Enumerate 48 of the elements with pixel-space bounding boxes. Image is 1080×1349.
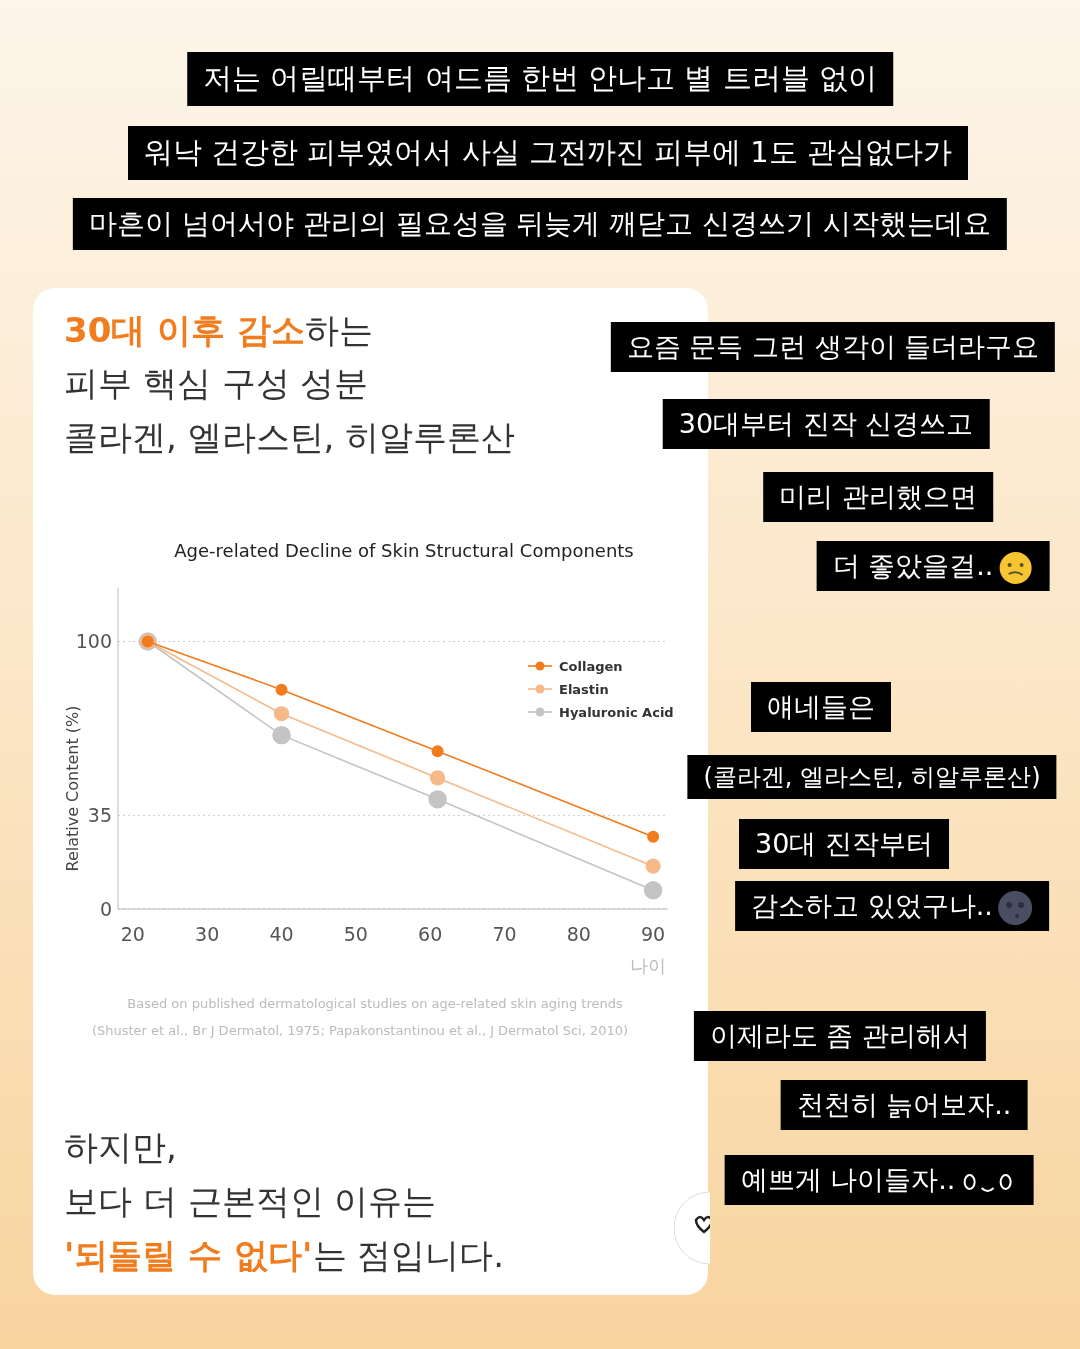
y-tick-label: 100 bbox=[75, 630, 112, 653]
point bbox=[431, 745, 444, 758]
text: 워낙 건강한 피부였어서 사실 그전까진 피부에 1도 관심없다가 bbox=[128, 126, 968, 180]
x-tick-label: 70 bbox=[492, 923, 517, 945]
point bbox=[645, 858, 661, 874]
legend-label: Hyaluronic Acid bbox=[559, 704, 674, 720]
x-tick-label: 50 bbox=[343, 923, 368, 945]
x-tick-label: 40 bbox=[269, 923, 294, 945]
text: 30대 진작부터 bbox=[739, 819, 949, 869]
text: 콜라겐, 엘라스틴, 히알루론산 bbox=[64, 416, 516, 459]
text: (콜라겐, 엘라스틴, 히알루론산) bbox=[687, 755, 1057, 800]
x-tick-label: 20 bbox=[120, 923, 145, 945]
x-tick-label: 90 bbox=[641, 923, 666, 945]
chart-title: Age-related Decline of Skin Structural Components bbox=[174, 540, 634, 561]
y-axis-title: Relative Content (%) bbox=[63, 705, 82, 872]
text: 저는 어릴때부터 여드름 한번 안나고 별 트러블 없이 bbox=[187, 52, 893, 106]
point bbox=[272, 725, 291, 745]
text: 보다 더 근본적인 이유는 bbox=[64, 1180, 437, 1223]
text: 하지만, bbox=[64, 1126, 177, 1169]
text: (Shuster et al., Br J Dermatol, 1975; Papakonstantinou et al., J Dermatol Sci, 2010) bbox=[91, 1023, 629, 1038]
text: 30대부터 진작 신경쓰고 bbox=[662, 399, 990, 449]
x-tick-label: 80 bbox=[566, 923, 591, 945]
y-tick-label: 35 bbox=[87, 804, 112, 827]
text: 피부 핵심 구성 성분 bbox=[64, 362, 369, 405]
point bbox=[430, 770, 446, 786]
text: 이제라도 좀 관리해서 bbox=[693, 1011, 987, 1061]
y-tick-label: 0 bbox=[99, 897, 112, 920]
point bbox=[275, 683, 288, 696]
text: 마흔이 넘어서야 관리의 필요성을 뒤늦게 깨닫고 신경쓰기 시작했는데요 bbox=[72, 198, 1008, 250]
text: 더 좋았을걸.. bbox=[816, 541, 1050, 591]
legend-label: Collagen bbox=[559, 658, 623, 674]
text: 얘네들은 bbox=[751, 682, 891, 732]
text: 하는 bbox=[305, 310, 373, 350]
x-axis-title: 나이 bbox=[630, 955, 666, 976]
legend-label: Elastin bbox=[559, 681, 609, 697]
text: 감소하고 있었구나.. bbox=[735, 881, 1049, 931]
point bbox=[647, 830, 660, 843]
point bbox=[428, 790, 447, 809]
text: 요즘 문득 그런 생각이 들더라구요 bbox=[610, 322, 1056, 372]
text: 는 점입니다. bbox=[312, 1235, 505, 1275]
text: 천천히 늙어보자.. bbox=[780, 1080, 1028, 1130]
point bbox=[273, 706, 290, 722]
point bbox=[643, 881, 663, 900]
text: Based on published dermatological studies on age-related skin aging trends bbox=[127, 996, 623, 1011]
text: 미리 관리했으면 bbox=[763, 472, 993, 522]
text: 예쁘게 나이들자.. bbox=[724, 1155, 1034, 1205]
x-tick-label: 60 bbox=[418, 923, 443, 945]
x-tick-label: 30 bbox=[195, 923, 220, 945]
